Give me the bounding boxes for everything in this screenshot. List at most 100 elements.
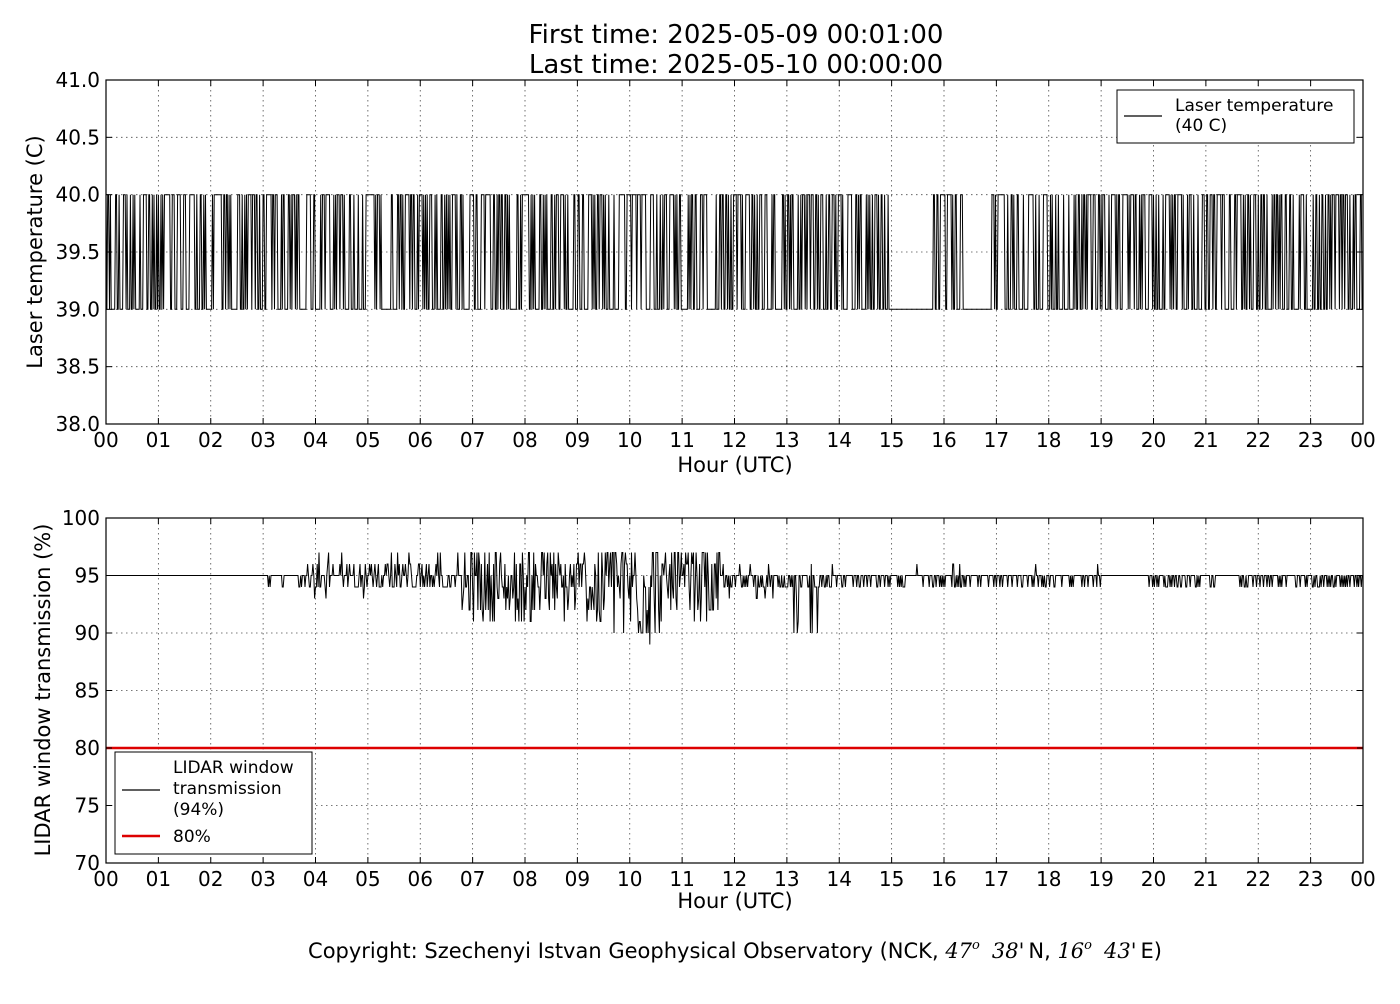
lidar-ticks [105, 517, 1364, 864]
x-tick-label: 06 [408, 428, 433, 452]
x-tick-label: 12 [722, 428, 747, 452]
x-tick-label: 13 [774, 428, 799, 452]
y-tick-label: 70 [75, 851, 100, 875]
lidar-transmission-series [106, 552, 1363, 645]
latitude-hemisphere: N, [1028, 939, 1057, 963]
latitude-degrees: 47 [944, 939, 972, 963]
laser-temperature-line [105, 194, 1363, 310]
x-tick-label: 22 [1246, 867, 1271, 891]
latitude-minutes: 38' [992, 939, 1025, 963]
x-tick-label: 07 [460, 867, 485, 891]
latitude-degree-symbol: o [972, 938, 980, 953]
y-tick-label: 90 [75, 621, 100, 645]
x-tick-label: 05 [355, 867, 380, 891]
x-tick-label: 03 [250, 428, 275, 452]
y-tick-label: 41.0 [55, 68, 100, 92]
x-tick-label: 02 [198, 867, 223, 891]
y-tick-label: 39.5 [55, 240, 100, 264]
x-tick-label: 15 [879, 428, 904, 452]
y-tick-label: 75 [75, 794, 100, 818]
y-tick-label: 40.5 [55, 125, 100, 149]
laser-temperature-panel: 00 01 02 03 04 05 06 07 08 09 10 11 12 13 14 15 16 17 18 19… [23, 68, 1376, 477]
threshold-legend-label: 80% [173, 827, 211, 847]
figure-title-line2: Last time: 2025-05-10 00:00:00 [529, 50, 943, 80]
x-tick-label: 02 [198, 428, 223, 452]
copyright-footer: Copyright: Szechenyi Istvan Geophysical … [308, 938, 1162, 963]
x-tick-label: 08 [512, 428, 537, 452]
laser-x-tick-labels: 00 01 02 03 04 05 06 07 08 09 10 11 12 13 14 15 16 17 18 19… [93, 428, 1375, 452]
x-tick-label: 16 [931, 867, 956, 891]
x-tick-label: 12 [722, 867, 747, 891]
x-tick-label: 01 [146, 867, 171, 891]
figure-title-line1: First time: 2025-05-09 00:01:00 [529, 20, 944, 50]
x-tick-label: 16 [931, 428, 956, 452]
lidar-transmission-panel: 00 01 02 03 04 05 06 07 08 09 10 11 12 13 14 15 16 17 18 19… [31, 506, 1376, 913]
x-tick-label: 22 [1246, 428, 1271, 452]
y-tick-label: 38.0 [55, 412, 100, 436]
x-tick-label: 13 [774, 867, 799, 891]
lidar-legend-label-line3: (94%) [173, 800, 224, 820]
longitude-hemisphere: E) [1141, 939, 1162, 963]
laser-x-axis-label: Hour (UTC) [677, 453, 792, 477]
x-tick-label: 00 [1350, 867, 1375, 891]
x-tick-label: 03 [250, 867, 275, 891]
x-tick-label: 17 [984, 867, 1009, 891]
x-tick-label: 00 [93, 867, 118, 891]
x-tick-label: 04 [303, 867, 328, 891]
lidar-y-tick-labels: 70 75 80 85 90 95 100 [62, 506, 100, 875]
x-tick-label: 10 [617, 428, 642, 452]
x-tick-label: 21 [1193, 867, 1218, 891]
x-tick-label: 19 [1088, 428, 1113, 452]
lidar-x-axis-label: Hour (UTC) [677, 889, 792, 913]
x-tick-label: 17 [984, 428, 1009, 452]
x-tick-label: 07 [460, 428, 485, 452]
y-tick-label: 39.0 [55, 297, 100, 321]
lidar-y-axis-label: LIDAR window transmission (%) [31, 524, 55, 857]
laser-temperature-series [105, 194, 1363, 310]
x-tick-label: 20 [1141, 428, 1166, 452]
lidar-legend: LIDAR window transmission (94%) 80% [114, 751, 313, 855]
x-tick-label: 10 [617, 867, 642, 891]
y-tick-label: 80 [75, 736, 100, 760]
lidar-x-tick-labels: 00 01 02 03 04 05 06 07 08 09 10 11 12 13 14 15 16 17 18 19… [93, 867, 1375, 891]
y-tick-label: 38.5 [55, 355, 100, 379]
y-tick-label: 40.0 [55, 183, 100, 207]
lidar-legend-label-line2: transmission [173, 779, 282, 799]
laser-ticks [105, 79, 1364, 425]
x-tick-label: 21 [1193, 428, 1218, 452]
footer-prefix: Copyright: Szechenyi Istvan Geophysical … [308, 939, 945, 963]
laser-legend-label-line2: (40 C) [1175, 116, 1227, 136]
laser-legend: Laser temperature (40 C) [1116, 89, 1355, 144]
longitude-minutes: 43' [1103, 939, 1137, 963]
x-tick-label: 20 [1141, 867, 1166, 891]
x-tick-label: 14 [827, 428, 852, 452]
y-tick-label: 95 [75, 564, 100, 588]
x-tick-label: 11 [669, 428, 694, 452]
x-tick-label: 18 [1036, 428, 1061, 452]
x-tick-label: 09 [565, 867, 590, 891]
laser-y-axis-label: Laser temperature (C) [23, 135, 47, 368]
x-tick-label: 01 [146, 428, 171, 452]
x-tick-label: 14 [827, 867, 852, 891]
x-tick-label: 19 [1088, 867, 1113, 891]
longitude-degree-symbol: o [1084, 938, 1092, 953]
x-tick-label: 05 [355, 428, 380, 452]
x-tick-label: 06 [408, 867, 433, 891]
x-tick-label: 00 [1350, 428, 1375, 452]
longitude-degrees: 16 [1057, 939, 1084, 963]
laser-legend-label-line1: Laser temperature [1175, 96, 1333, 116]
x-tick-label: 23 [1298, 867, 1323, 891]
x-tick-label: 00 [93, 428, 118, 452]
x-tick-label: 08 [512, 867, 537, 891]
y-tick-label: 85 [75, 679, 100, 703]
lidar-legend-label-line1: LIDAR window [173, 758, 294, 778]
x-tick-label: 18 [1036, 867, 1061, 891]
lidar-transmission-line [106, 552, 1363, 645]
x-tick-label: 09 [565, 428, 590, 452]
laser-y-tick-labels: 38.0 38.5 39.0 39.5 40.0 40.5 41.0 [55, 68, 100, 436]
x-tick-label: 04 [303, 428, 328, 452]
x-tick-label: 11 [669, 867, 694, 891]
x-tick-label: 15 [879, 867, 904, 891]
